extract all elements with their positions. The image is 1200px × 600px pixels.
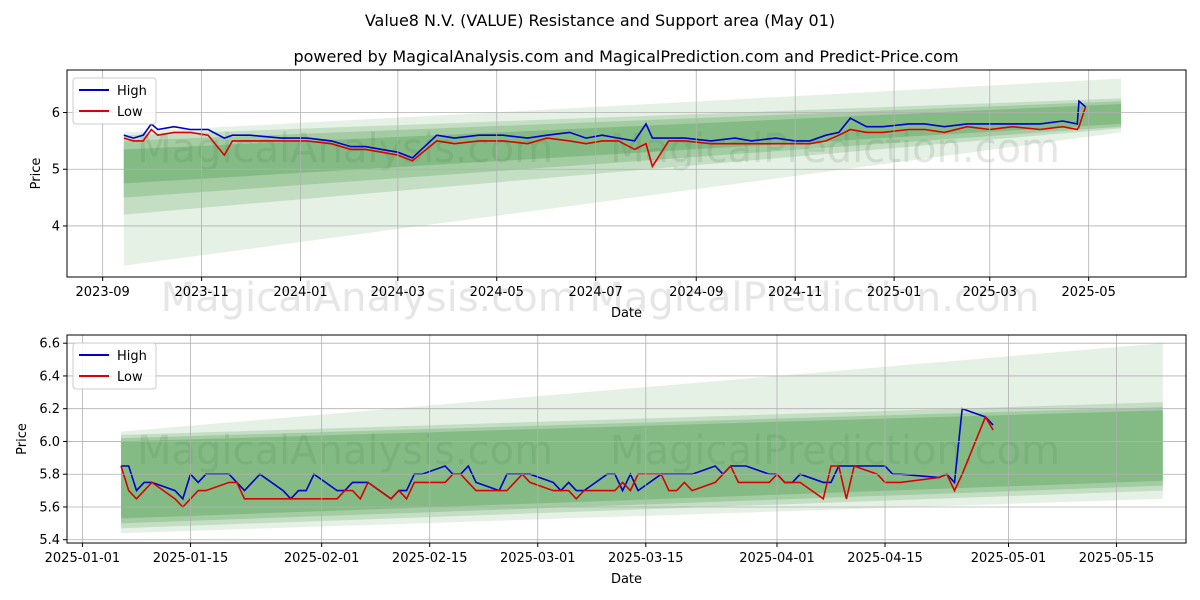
y-tick-label: 5.4 [39, 533, 60, 548]
figure-subtitle: powered by MagicalAnalysis.com and Magic… [293, 47, 958, 66]
series-line-low [123, 106, 1087, 169]
x-tick-label: 2025-03 [963, 285, 1017, 300]
figure-title: Value8 N.V. (VALUE) Resistance and Suppo… [365, 11, 835, 30]
support-resistance-band-0 [123, 78, 1122, 266]
y-axis-label: Price [29, 158, 44, 190]
watermark: MagicalAnalysis.com MagicalPrediction.co… [161, 275, 1040, 321]
chart-bottom: MagicalAnalysis.com MagicalPrediction.com… [15, 334, 1187, 587]
x-tick-label: 2024-09 [669, 285, 723, 300]
x-tick-label: 2024-07 [569, 285, 623, 300]
legend-label-low: Low [117, 105, 143, 120]
support-resistance-band-0 [121, 343, 1163, 534]
x-tick-label: 2025-01-01 [45, 551, 121, 566]
x-tick-label: 2024-05 [470, 285, 524, 300]
x-axis-label: Date [611, 306, 642, 321]
watermark: MagicalAnalysis.com [137, 126, 553, 172]
series-line-high [121, 407, 994, 501]
x-tick-label: 2023-09 [76, 285, 130, 300]
x-tick-label: 2025-05-15 [1079, 551, 1155, 566]
chart-top: MagicalAnalysis.com MagicalPrediction.com… [29, 69, 1187, 321]
y-axis-label: Price [15, 423, 30, 455]
x-tick-label: 2025-03-01 [500, 551, 576, 566]
axes-frame [66, 69, 1187, 278]
x-tick-label: 2023-11 [174, 285, 228, 300]
x-tick-label: 2025-05 [1062, 285, 1116, 300]
legend-label-low: Low [117, 370, 143, 385]
x-axis-label: Date [611, 572, 642, 587]
x-tick-label: 2025-04-15 [847, 551, 923, 566]
plot-area [123, 78, 1122, 266]
x-tick-label: 2024-11 [768, 285, 822, 300]
legend-label-high: High [117, 349, 147, 364]
watermark: MagicalAnalysis.com [137, 428, 553, 474]
series-line-low [120, 415, 994, 509]
y-tick-label: 5 [52, 163, 60, 178]
legend-label-high: High [117, 84, 147, 99]
x-tick-label: 2025-02-15 [392, 551, 468, 566]
y-tick-label: 6 [52, 106, 60, 121]
x-tick-label: 2025-01 [867, 285, 921, 300]
legend: High Low [72, 77, 157, 125]
series-line-high [123, 99, 1087, 159]
y-tick-label: 6.4 [39, 369, 60, 384]
x-tick-label: 2025-03-15 [608, 551, 684, 566]
support-resistance-band-2 [121, 407, 1163, 524]
y-tick-label: 5.6 [39, 500, 60, 515]
y-tick-label: 6.2 [39, 402, 60, 417]
x-tick-label: 2025-02-01 [284, 551, 360, 566]
y-tick-label: 4 [52, 219, 60, 234]
y-tick-label: 6.6 [39, 337, 60, 352]
plot-area [120, 343, 1163, 534]
axes-frame [66, 334, 1187, 544]
support-resistance-band-1 [121, 402, 1163, 529]
y-tick-label: 6.0 [39, 435, 60, 450]
x-tick-label: 2024-01 [273, 285, 327, 300]
x-tick-label: 2025-01-15 [153, 551, 229, 566]
y-tick-label: 5.8 [39, 468, 60, 483]
x-tick-label: 2024-03 [371, 285, 425, 300]
support-resistance-band-2 [123, 101, 1122, 198]
x-tick-label: 2025-05-01 [971, 551, 1047, 566]
x-tick-label: 2025-04-01 [739, 551, 815, 566]
legend: High Low [72, 342, 157, 390]
